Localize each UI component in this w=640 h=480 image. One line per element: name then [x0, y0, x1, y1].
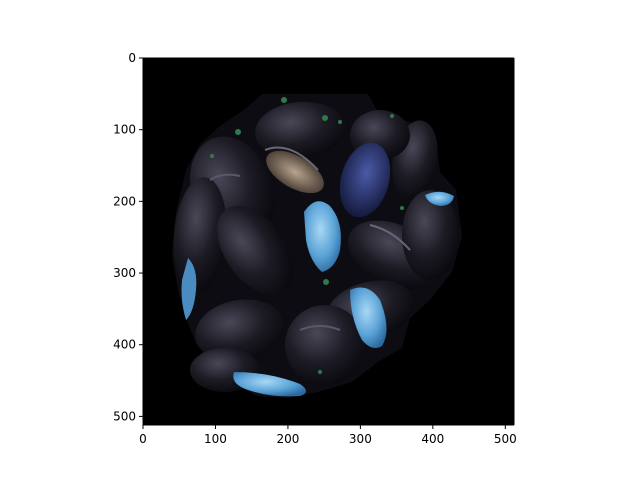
green-fleck	[281, 97, 287, 103]
mussel-flesh-blue	[425, 191, 454, 206]
green-fleck	[318, 370, 322, 374]
green-flecks	[210, 97, 404, 374]
y-tick-label: 100	[113, 123, 136, 137]
y-tick-label: 400	[113, 338, 136, 352]
mussel-flesh-blue	[181, 258, 197, 320]
y-tick-label: 500	[113, 409, 136, 423]
mussel-shell	[255, 101, 345, 159]
x-tick-label: 400	[421, 432, 444, 446]
shell-highlight	[299, 325, 341, 331]
green-fleck	[338, 120, 342, 124]
x-tick-label: 100	[204, 432, 227, 446]
y-axis-ticks: 0 100 200 300 400 500	[113, 51, 143, 423]
mussel-shell-blue	[339, 142, 391, 218]
x-tick-label: 300	[349, 432, 372, 446]
y-tick-label: 300	[113, 266, 136, 280]
mussel-flesh-tan	[266, 150, 324, 194]
mussel-flesh-blue	[304, 201, 341, 272]
green-fleck	[235, 129, 241, 135]
green-fleck	[323, 279, 329, 285]
mussel-flesh-blue	[350, 287, 387, 348]
image-area	[143, 58, 514, 425]
x-tick-label: 500	[494, 432, 517, 446]
green-fleck	[400, 206, 404, 210]
green-fleck	[322, 115, 328, 121]
mussel-flesh-blue	[233, 372, 306, 397]
mussel-shell	[285, 305, 365, 385]
x-tick-label: 0	[139, 432, 147, 446]
x-tick-label: 200	[276, 432, 299, 446]
mussel-image	[172, 94, 462, 398]
green-fleck	[210, 154, 214, 158]
mussel-shell	[402, 190, 458, 280]
mussel-shell	[217, 205, 293, 295]
shell-highlight	[264, 146, 319, 171]
mussel-shell	[195, 299, 285, 361]
green-fleck	[390, 114, 394, 118]
y-tick-label: 0	[128, 51, 136, 65]
shell-highlight	[369, 224, 411, 251]
y-tick-label: 200	[113, 194, 136, 208]
shell-highlight	[209, 173, 241, 181]
axes-spines	[142, 57, 515, 426]
x-axis-ticks: 0 100 200 300 400 500	[139, 425, 517, 446]
